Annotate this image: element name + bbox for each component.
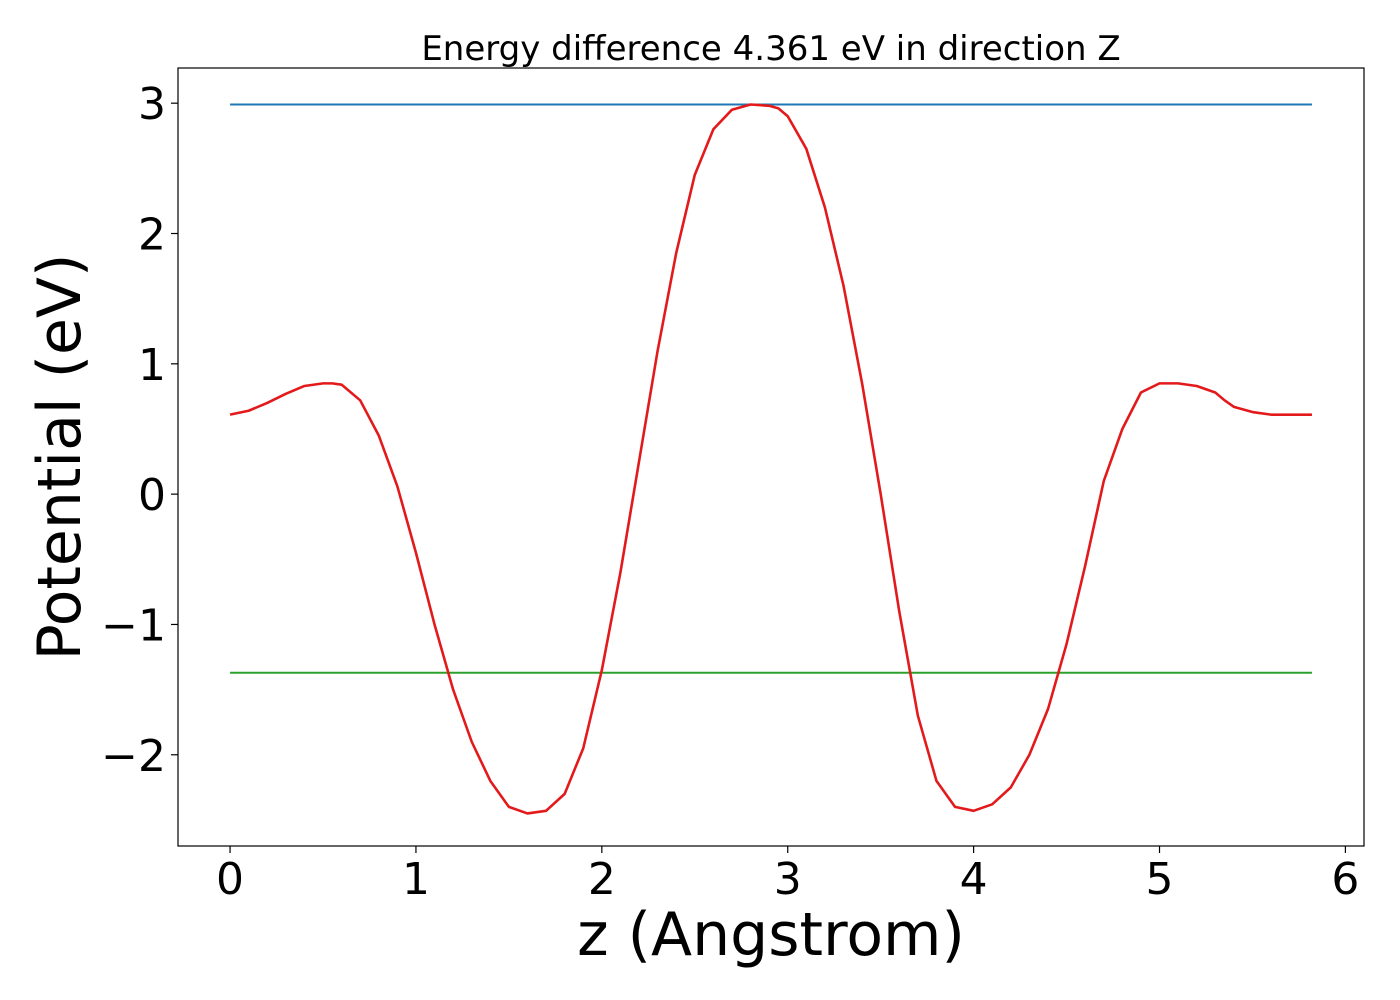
y-tick-label: −1 [101, 600, 166, 651]
potential-curve [229, 103, 1312, 815]
x-tick-label: 4 [960, 854, 988, 905]
chart-title: Energy difference 4.361 eV in direction … [421, 29, 1120, 69]
plot-area [229, 103, 1312, 815]
x-tick-label: 5 [1146, 854, 1174, 905]
y-tick-label: 3 [138, 79, 166, 130]
y-tick-label: 2 [138, 210, 166, 261]
x-tick-label: 2 [588, 854, 616, 905]
x-tick-label: 6 [1331, 854, 1359, 905]
y-tick-label: −2 [101, 731, 166, 782]
axis-ticks: 0 1 2 3 4 5 6 −2 −1 0 1 2 3 [101, 79, 1359, 905]
y-tick-label: 1 [138, 340, 166, 391]
x-tick-label: 3 [774, 854, 802, 905]
y-axis-label: Potential (eV) [25, 254, 95, 661]
x-tick-label: 0 [216, 854, 244, 905]
x-tick-label: 1 [402, 854, 430, 905]
plot-frame [177, 67, 1365, 847]
y-tick-label: 0 [138, 470, 166, 521]
x-axis-label: z (Angstrom) [577, 900, 965, 970]
